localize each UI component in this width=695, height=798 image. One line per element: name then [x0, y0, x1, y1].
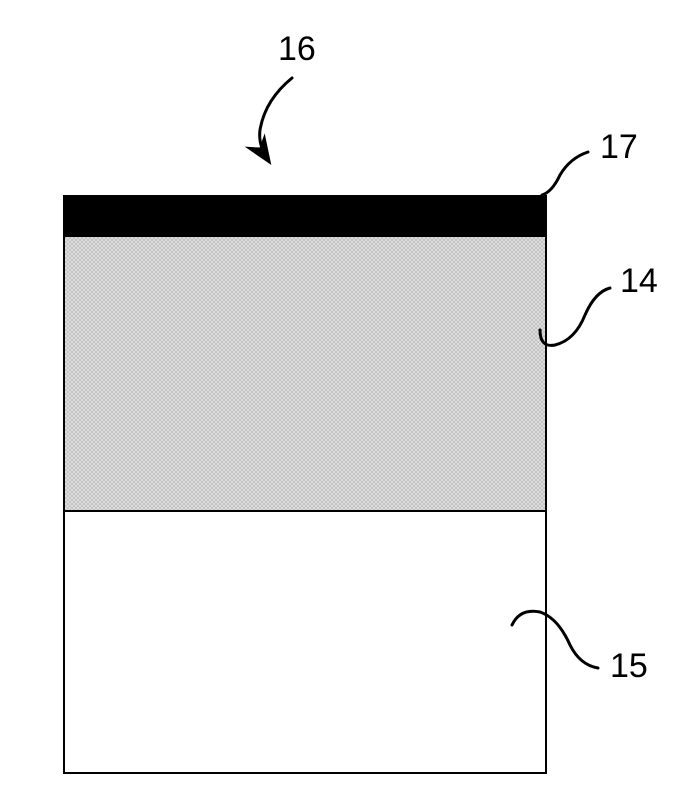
label-16: 16 [278, 30, 316, 69]
layer-15 [65, 512, 545, 772]
layer-stack [63, 195, 547, 774]
label-15: 15 [610, 647, 648, 686]
label-17: 17 [600, 128, 638, 167]
layer-14 [65, 237, 545, 512]
leader-l17_curve [542, 152, 588, 195]
layer-17 [65, 197, 545, 237]
leader-l14_curve [540, 288, 610, 345]
label-14: 14 [620, 262, 658, 301]
leader-l16_arrow [260, 78, 292, 160]
diagram-canvas: 16 17 14 15 [0, 0, 695, 798]
